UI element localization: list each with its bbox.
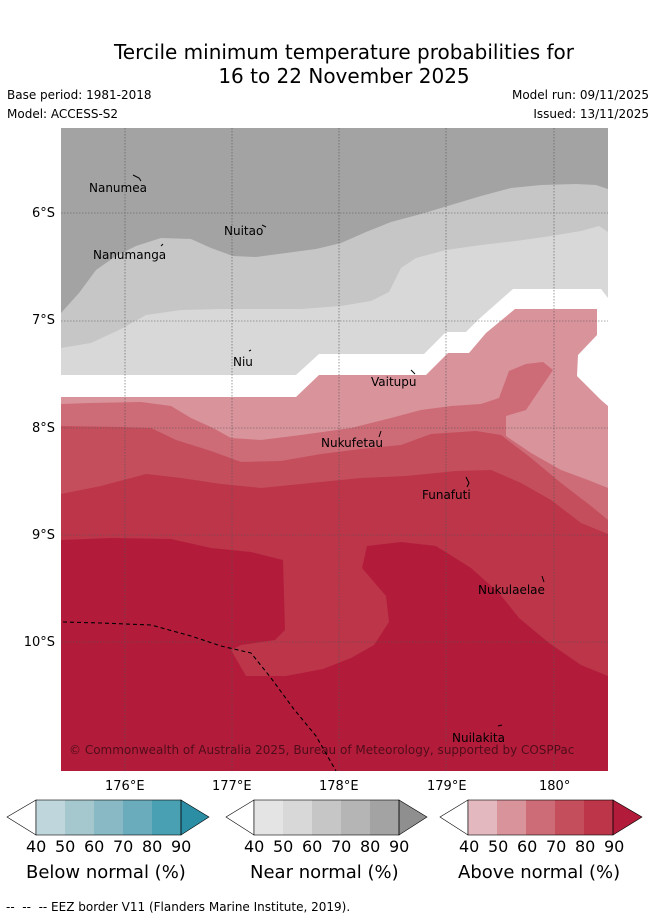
colorbar-above-swatch-60 (526, 800, 555, 835)
colorbar-above-tick-90: 90 (604, 837, 624, 856)
colorbar-above-swatch-40 (468, 800, 497, 835)
colorbar-near-tick-90: 90 (389, 837, 409, 856)
map-attribution: © Commonwealth of Australia 2025, Bureau… (69, 743, 574, 757)
colorbar-near-swatch-80 (370, 800, 399, 835)
colorbar-below-tick-80: 80 (142, 837, 162, 856)
colorbar-near-tick-40: 40 (244, 837, 264, 856)
colorbar-below-tick-60: 60 (84, 837, 104, 856)
colorbar-near-tick-60: 60 (302, 837, 322, 856)
base-period: Base period: 1981-2018 (7, 88, 152, 102)
colorbar-below-swatch-90 (181, 800, 209, 835)
colorbar-above-swatch-80 (584, 800, 613, 835)
title-line-1: Tercile minimum temperature probabilitie… (0, 40, 655, 64)
colorbar-above-title: Above normal (%) (458, 862, 620, 883)
colorbar-near-title: Near normal (%) (250, 862, 399, 883)
lat-label-7s: 7°S (32, 313, 55, 328)
model-name: Model: ACCESS-S2 (7, 107, 118, 121)
colorbar-below-swatch-60 (94, 800, 123, 835)
model-run: Model run: 09/11/2025 (512, 88, 649, 102)
colorbar-above: 40 50 60 70 80 90 Above normal (%) (439, 799, 644, 889)
lat-label-9s: 9°S (32, 528, 55, 543)
eez-footnote: -- -- -- EEZ border V11 (Flanders Marine… (6, 900, 350, 914)
colorbar-near-swatch-90 (399, 800, 427, 835)
colorbar-near-tick-70: 70 (331, 837, 351, 856)
colorbar-above-swatch-50 (497, 800, 526, 835)
colorbar-above-tick-50: 50 (488, 837, 508, 856)
title-line-2: 16 to 22 November 2025 (0, 64, 655, 88)
colorbar-below-swatch-40 (36, 800, 65, 835)
colorbar-above-tick-60: 60 (517, 837, 537, 856)
island-label-nanumanga: Nanumanga (93, 248, 166, 262)
colorbar-above-swatch-90 (613, 800, 642, 835)
colorbar-below-swatches (6, 799, 210, 837)
chart-title: Tercile minimum temperature probabilitie… (0, 40, 655, 88)
colorbar-near-swatches (225, 799, 429, 837)
colorbar-below-tick-90: 90 (171, 837, 191, 856)
colorbar-below-swatch-80 (152, 800, 181, 835)
island-label-funafuti: Funafuti (422, 488, 471, 502)
colorbar-above-tick-70: 70 (546, 837, 566, 856)
lon-label-179e: 179°E (427, 779, 467, 794)
lon-label-176e: 176°E (105, 779, 145, 794)
colorbar-near-swatch-40 (254, 800, 283, 835)
colorbar-above-tick-40: 40 (459, 837, 479, 856)
island-label-nukufetau: Nukufetau (321, 436, 383, 450)
colorbar-near-tick-50: 50 (273, 837, 293, 856)
colorbar-below-swatch-70 (123, 800, 152, 835)
colorbar-above-swatches (439, 799, 644, 837)
island-label-vaitupu: Vaitupu (371, 375, 417, 389)
issued-date: Issued: 13/11/2025 (533, 107, 649, 121)
colorbar-near: 40 50 60 70 80 90 Near normal (%) (225, 799, 429, 889)
colorbar-near-swatch-50 (283, 800, 312, 835)
colorbar-above-swatch-70 (555, 800, 584, 835)
lat-label-10s: 10°S (24, 635, 55, 650)
lat-label-6s: 6°S (32, 206, 55, 221)
island-label-nanumea: Nanumea (89, 181, 147, 195)
colorbar-below-swatch-50 (65, 800, 94, 835)
colorbar-near-swatch-70 (341, 800, 370, 835)
colorbar-below: 40 50 60 70 80 90 Below normal (%) (6, 799, 210, 889)
lon-label-177e: 177°E (212, 779, 252, 794)
island-label-niu: Niu (233, 355, 253, 369)
island-label-nukulaelae: Nukulaelae (478, 583, 545, 597)
lon-label-180: 180° (539, 779, 570, 794)
colorbar-near-tick-80: 80 (360, 837, 380, 856)
colorbar-near-swatch-60 (312, 800, 341, 835)
island-label-nuitao: Nuitao (224, 224, 263, 238)
lat-label-8s: 8°S (32, 421, 55, 436)
colorbar-below-tick-50: 50 (55, 837, 75, 856)
lon-label-178e: 178°E (319, 779, 359, 794)
colorbar-above-tick-80: 80 (575, 837, 595, 856)
colorbar-below-tick-40: 40 (26, 837, 46, 856)
colorbar-below-title: Below normal (%) (26, 862, 186, 883)
colorbar-below-tick-70: 70 (113, 837, 133, 856)
